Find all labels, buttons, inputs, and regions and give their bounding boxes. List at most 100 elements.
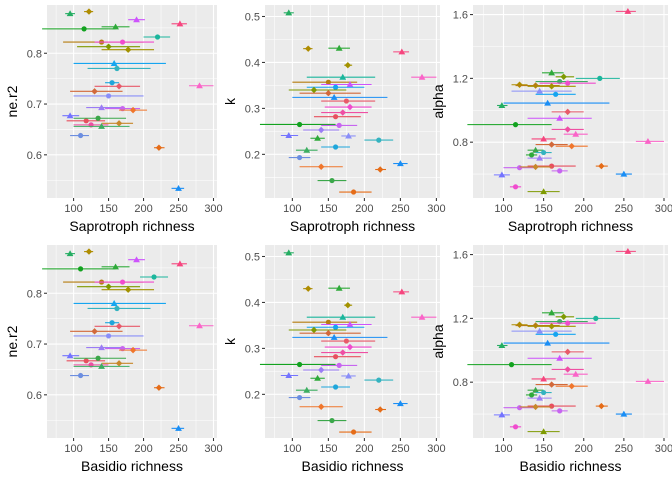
data-point bbox=[154, 34, 161, 40]
data-point bbox=[572, 130, 580, 137]
data-point bbox=[564, 366, 571, 373]
x-tick-label: 300 bbox=[427, 203, 445, 215]
data-point bbox=[548, 381, 555, 388]
data-point bbox=[83, 358, 89, 364]
data-point bbox=[303, 386, 311, 393]
data-point bbox=[565, 80, 571, 86]
x-tick-label: 250 bbox=[391, 443, 409, 455]
data-point bbox=[196, 322, 203, 329]
data-point bbox=[344, 301, 352, 309]
x-tick-label: 150 bbox=[319, 203, 337, 215]
data-point bbox=[115, 120, 123, 127]
panel-background bbox=[473, 245, 668, 438]
data-point bbox=[498, 102, 506, 109]
data-point bbox=[175, 424, 182, 431]
y-tick-label: 0.7 bbox=[27, 99, 42, 111]
data-point bbox=[512, 184, 519, 190]
data-point bbox=[564, 108, 571, 116]
data-point bbox=[317, 403, 325, 410]
data-point bbox=[532, 146, 539, 153]
data-point bbox=[110, 300, 118, 306]
data-point bbox=[105, 283, 112, 290]
x-tick-label: 300 bbox=[204, 443, 222, 455]
data-point bbox=[285, 132, 293, 139]
data-point bbox=[549, 163, 555, 169]
data-point bbox=[339, 349, 346, 356]
y-axis-title: alpha bbox=[430, 84, 446, 118]
data-point bbox=[512, 424, 519, 430]
x-axis-title: Saprotroph richness bbox=[69, 218, 194, 234]
y-tick-label: 0.3 bbox=[245, 343, 260, 355]
x-tick-label: 150 bbox=[99, 203, 117, 215]
data-point bbox=[377, 166, 384, 173]
data-point bbox=[548, 309, 556, 316]
data-point bbox=[544, 99, 552, 106]
data-point bbox=[296, 361, 303, 368]
data-point bbox=[332, 324, 339, 330]
data-point bbox=[329, 177, 335, 184]
data-point bbox=[105, 43, 112, 50]
y-tick-label: 0.7 bbox=[27, 339, 42, 351]
data-point bbox=[119, 39, 126, 45]
data-point bbox=[346, 343, 354, 351]
data-point bbox=[343, 338, 349, 344]
y-tick-label: 0.8 bbox=[27, 48, 42, 60]
data-point bbox=[332, 384, 339, 390]
data-point bbox=[77, 266, 84, 272]
data-point bbox=[536, 327, 544, 334]
data-point bbox=[109, 320, 115, 326]
data-point bbox=[330, 93, 338, 100]
data-point bbox=[568, 142, 575, 150]
data-point bbox=[644, 377, 652, 384]
data-point bbox=[564, 348, 571, 356]
data-point bbox=[105, 333, 112, 339]
data-point bbox=[66, 10, 74, 17]
data-point bbox=[516, 321, 523, 328]
data-point bbox=[532, 403, 539, 411]
data-point bbox=[568, 382, 575, 390]
x-tick-label: 200 bbox=[355, 203, 373, 215]
x-tick-label: 200 bbox=[134, 203, 152, 215]
data-point bbox=[115, 83, 123, 90]
x-tick-label: 200 bbox=[575, 443, 593, 455]
y-tick-label: 0.3 bbox=[245, 103, 260, 115]
data-point bbox=[285, 9, 293, 16]
x-tick-label: 150 bbox=[319, 443, 337, 455]
x-tick-label: 300 bbox=[655, 203, 672, 215]
data-point bbox=[516, 165, 523, 171]
data-point bbox=[624, 7, 632, 14]
panel-4: 100 150 200 250 300 0.6 0.7 0.8 Basidio richness… bbox=[4, 245, 223, 474]
x-tick-label: 300 bbox=[427, 443, 445, 455]
data-point bbox=[350, 429, 357, 435]
x-tick-label: 250 bbox=[391, 203, 409, 215]
data-point bbox=[133, 256, 140, 263]
data-point bbox=[560, 313, 567, 320]
data-point bbox=[498, 411, 506, 418]
data-point bbox=[310, 326, 318, 334]
data-point bbox=[344, 61, 352, 69]
data-point bbox=[329, 417, 335, 424]
x-tick-label: 250 bbox=[169, 203, 187, 215]
data-point bbox=[77, 372, 84, 379]
data-point bbox=[556, 114, 564, 121]
data-point bbox=[98, 122, 105, 129]
data-point bbox=[98, 344, 105, 351]
data-point bbox=[540, 428, 548, 435]
data-point bbox=[335, 44, 343, 51]
x-tick-label: 300 bbox=[655, 443, 672, 455]
data-point bbox=[556, 354, 564, 361]
data-point bbox=[98, 362, 105, 369]
x-tick-label: 250 bbox=[615, 443, 633, 455]
x-tick-label: 100 bbox=[64, 203, 82, 215]
data-point bbox=[155, 144, 163, 151]
data-point bbox=[528, 392, 535, 398]
data-point bbox=[549, 403, 555, 409]
data-point bbox=[112, 23, 119, 30]
data-point bbox=[325, 90, 332, 97]
data-point bbox=[155, 384, 163, 391]
data-point bbox=[303, 146, 311, 153]
data-point bbox=[66, 352, 74, 359]
data-point bbox=[418, 313, 426, 320]
data-point bbox=[325, 79, 331, 85]
